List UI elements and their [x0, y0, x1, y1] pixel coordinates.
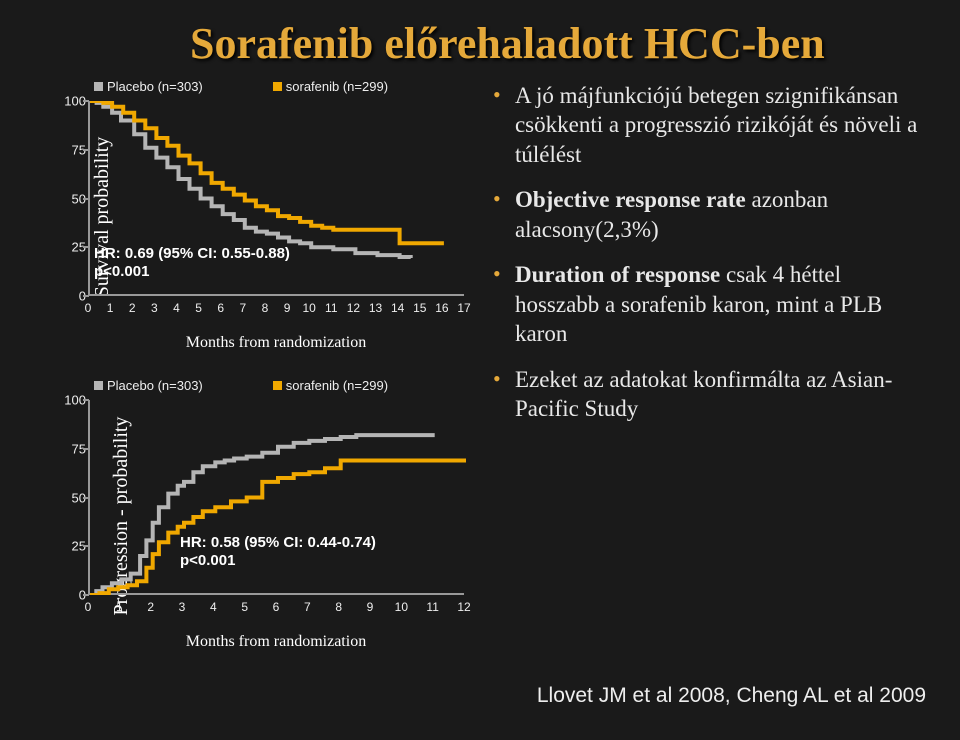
y-tick-mark — [83, 246, 89, 248]
x-tick-label: 7 — [239, 301, 246, 315]
x-tick-label: 8 — [335, 600, 342, 614]
y-tick-mark — [83, 149, 89, 151]
charts-column: Survival probability Placebo (n=303) sor… — [30, 75, 475, 695]
legend-label: sorafenib (n=299) — [286, 378, 388, 393]
placebo-line — [90, 101, 411, 258]
y-tick-mark — [83, 198, 89, 200]
legend-label: sorafenib (n=299) — [286, 79, 388, 94]
x-tick-label: 15 — [413, 301, 426, 315]
y-tick-mark — [83, 100, 89, 102]
hr-label: HR: 0.58 (95% CI: 0.44-0.74) p<0.001 — [180, 534, 376, 570]
x-tick-label: 0 — [85, 301, 92, 315]
x-axis-title: Months from randomization — [88, 633, 464, 651]
sorafenib-line — [90, 461, 466, 596]
x-tick-label: 17 — [457, 301, 470, 315]
x-axis-title: Months from randomization — [88, 334, 464, 352]
x-tick-label: 11 — [426, 600, 438, 614]
survival-chart: Survival probability Placebo (n=303) sor… — [30, 79, 475, 354]
x-tick-label: 10 — [395, 600, 408, 614]
x-tick-label: 11 — [325, 301, 337, 315]
x-tick-label: 2 — [147, 600, 154, 614]
x-tick-label: 3 — [151, 301, 158, 315]
x-tick-label: 13 — [369, 301, 382, 315]
x-tick-label: 6 — [217, 301, 224, 315]
citation: Llovet JM et al 2008, Cheng AL et al 200… — [537, 684, 926, 708]
x-tick-label: 2 — [129, 301, 136, 315]
x-tick-label: 5 — [241, 600, 248, 614]
x-tick-label: 6 — [273, 600, 280, 614]
legend-swatch-sorafenib — [273, 82, 282, 91]
y-tick-mark — [83, 545, 89, 547]
bullet-item: A jó májfunkciójú betegen szignifikánsan… — [493, 81, 930, 169]
bullet-text: A jó májfunkciójú betegen szignifikánsan… — [515, 83, 917, 167]
x-tick-label: 1 — [116, 600, 123, 614]
bullets-ul: A jó májfunkciójú betegen szignifikánsan… — [493, 81, 930, 423]
y-tick-mark — [83, 594, 89, 596]
hr-line2: p<0.001 — [94, 263, 149, 280]
sorafenib-line — [90, 101, 444, 243]
legend-swatch-placebo — [94, 82, 103, 91]
x-tick-label: 14 — [391, 301, 404, 315]
y-tick-mark — [83, 399, 89, 401]
legend-swatch-placebo — [94, 381, 103, 390]
bullet-list: A jó májfunkciójú betegen szignifikánsan… — [475, 75, 930, 695]
progression-chart: Progression - probability Placebo (n=303… — [30, 378, 475, 653]
legend-label: Placebo (n=303) — [107, 378, 203, 393]
bullet-text: Objective response rate — [515, 187, 746, 212]
hr-line1: HR: 0.58 (95% CI: 0.44-0.74) — [180, 534, 376, 551]
content-row: Survival probability Placebo (n=303) sor… — [30, 75, 930, 695]
y-tick-mark — [83, 295, 89, 297]
bullet-item: Ezeket az adatokat konfirmálta az Asian-… — [493, 365, 930, 424]
x-tick-label: 12 — [347, 301, 360, 315]
bullet-item: Duration of response csak 4 héttel hossz… — [493, 260, 930, 348]
legend-label: Placebo (n=303) — [107, 79, 203, 94]
hr-line2: p<0.001 — [180, 552, 235, 569]
x-tick-label: 16 — [435, 301, 448, 315]
x-tick-label: 9 — [367, 600, 374, 614]
x-tick-label: 4 — [210, 600, 217, 614]
chart-legend: Placebo (n=303) sorafenib (n=299) — [94, 79, 388, 94]
x-tick-label: 0 — [85, 600, 92, 614]
bullet-text: Duration of response — [515, 262, 720, 287]
x-tick-label: 7 — [304, 600, 311, 614]
slide-title: Sorafenib előrehaladott HCC-ben — [190, 18, 930, 69]
x-tick-label: 8 — [262, 301, 269, 315]
bullet-item: Objective response rate azonban alacsony… — [493, 185, 930, 244]
x-tick-label: 5 — [195, 301, 202, 315]
slide: Sorafenib előrehaladott HCC-ben Survival… — [0, 0, 960, 740]
legend-placebo: Placebo (n=303) — [94, 378, 203, 393]
hr-line1: HR: 0.69 (95% CI: 0.55-0.88) — [94, 245, 290, 262]
x-tick-label: 1 — [107, 301, 114, 315]
x-tick-label: 10 — [302, 301, 315, 315]
x-tick-label: 3 — [179, 600, 186, 614]
y-tick-mark — [83, 497, 89, 499]
legend-swatch-sorafenib — [273, 381, 282, 390]
x-tick-label: 12 — [457, 600, 470, 614]
legend-sorafenib: sorafenib (n=299) — [273, 79, 388, 94]
bullet-text: Ezeket az adatokat konfirmálta az Asian-… — [515, 367, 892, 421]
x-tick-label: 4 — [173, 301, 180, 315]
hr-label: HR: 0.69 (95% CI: 0.55-0.88) p<0.001 — [94, 245, 290, 281]
chart-legend: Placebo (n=303) sorafenib (n=299) — [94, 378, 388, 393]
legend-sorafenib: sorafenib (n=299) — [273, 378, 388, 393]
y-tick-mark — [83, 448, 89, 450]
legend-placebo: Placebo (n=303) — [94, 79, 203, 94]
x-tick-label: 9 — [284, 301, 291, 315]
